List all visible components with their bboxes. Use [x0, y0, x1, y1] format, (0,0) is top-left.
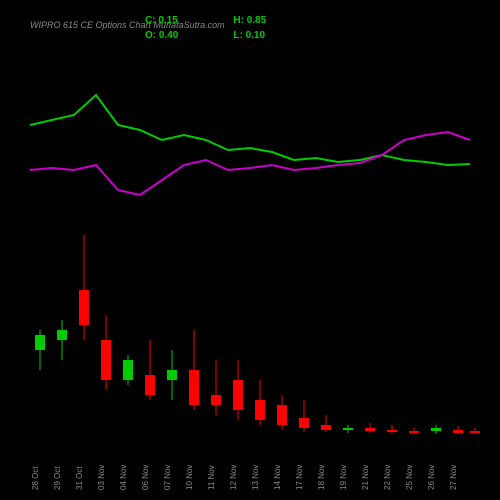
candle-body — [277, 405, 287, 425]
ohlc-display: C: 0.15 H: 0.85 O: 0.40 L: 0.10 — [145, 15, 266, 41]
x-axis-label: 28 Oct — [31, 466, 40, 490]
x-axis-labels: 28 Oct 29 Oct 31 Oct 03 Nov 04 Nov 06 Nov 07 N… — [30, 440, 480, 490]
candle-body — [431, 428, 441, 431]
candle-body — [101, 340, 111, 380]
candle-body — [57, 330, 67, 340]
magenta-line — [30, 132, 470, 195]
x-axis-label: 17 Nov — [295, 465, 304, 490]
candle-body — [409, 431, 419, 433]
candle-body — [470, 431, 480, 433]
candle-body — [123, 360, 133, 380]
green-line — [30, 95, 470, 165]
x-axis-label: 10 Nov — [185, 465, 194, 490]
x-axis-label: 06 Nov — [141, 465, 150, 490]
x-axis-label: 12 Nov — [229, 465, 238, 490]
candle-body — [255, 400, 265, 420]
candle-body — [211, 395, 221, 405]
chart-svg — [30, 40, 480, 440]
candle-body — [167, 370, 177, 380]
x-axis-label: 03 Nov — [97, 465, 106, 490]
x-axis-label: 21 Nov — [361, 465, 370, 490]
x-axis-label: 22 Nov — [383, 465, 392, 490]
close-value: C: 0.15 — [145, 15, 178, 26]
x-axis-label: 14 Nov — [273, 465, 282, 490]
x-axis-label: 13 Nov — [251, 465, 260, 490]
candle-body — [365, 428, 375, 431]
x-axis-label: 07 Nov — [163, 465, 172, 490]
x-axis-label: 18 Nov — [317, 465, 326, 490]
x-axis-label: 26 Nov — [427, 465, 436, 490]
x-axis-label: 27 Nov — [449, 465, 458, 490]
x-axis-label: 04 Nov — [119, 465, 128, 490]
candle-body — [343, 428, 353, 430]
candle-body — [321, 425, 331, 430]
x-axis-label: 11 Nov — [207, 465, 216, 490]
x-axis-label: 25 Nov — [405, 465, 414, 490]
candle-body — [387, 430, 397, 432]
candle-body — [189, 370, 199, 405]
candle-body — [233, 380, 243, 410]
x-axis-label: 19 Nov — [339, 465, 348, 490]
chart-area — [30, 40, 480, 440]
x-axis-label: 29 Oct — [53, 466, 62, 490]
x-axis-label: 31 Oct — [75, 466, 84, 490]
candle-body — [145, 375, 155, 395]
candle-body — [299, 418, 309, 428]
candle-body — [79, 290, 89, 325]
candle-body — [35, 335, 45, 350]
high-value: H: 0.85 — [233, 15, 266, 26]
candle-body — [453, 430, 463, 433]
